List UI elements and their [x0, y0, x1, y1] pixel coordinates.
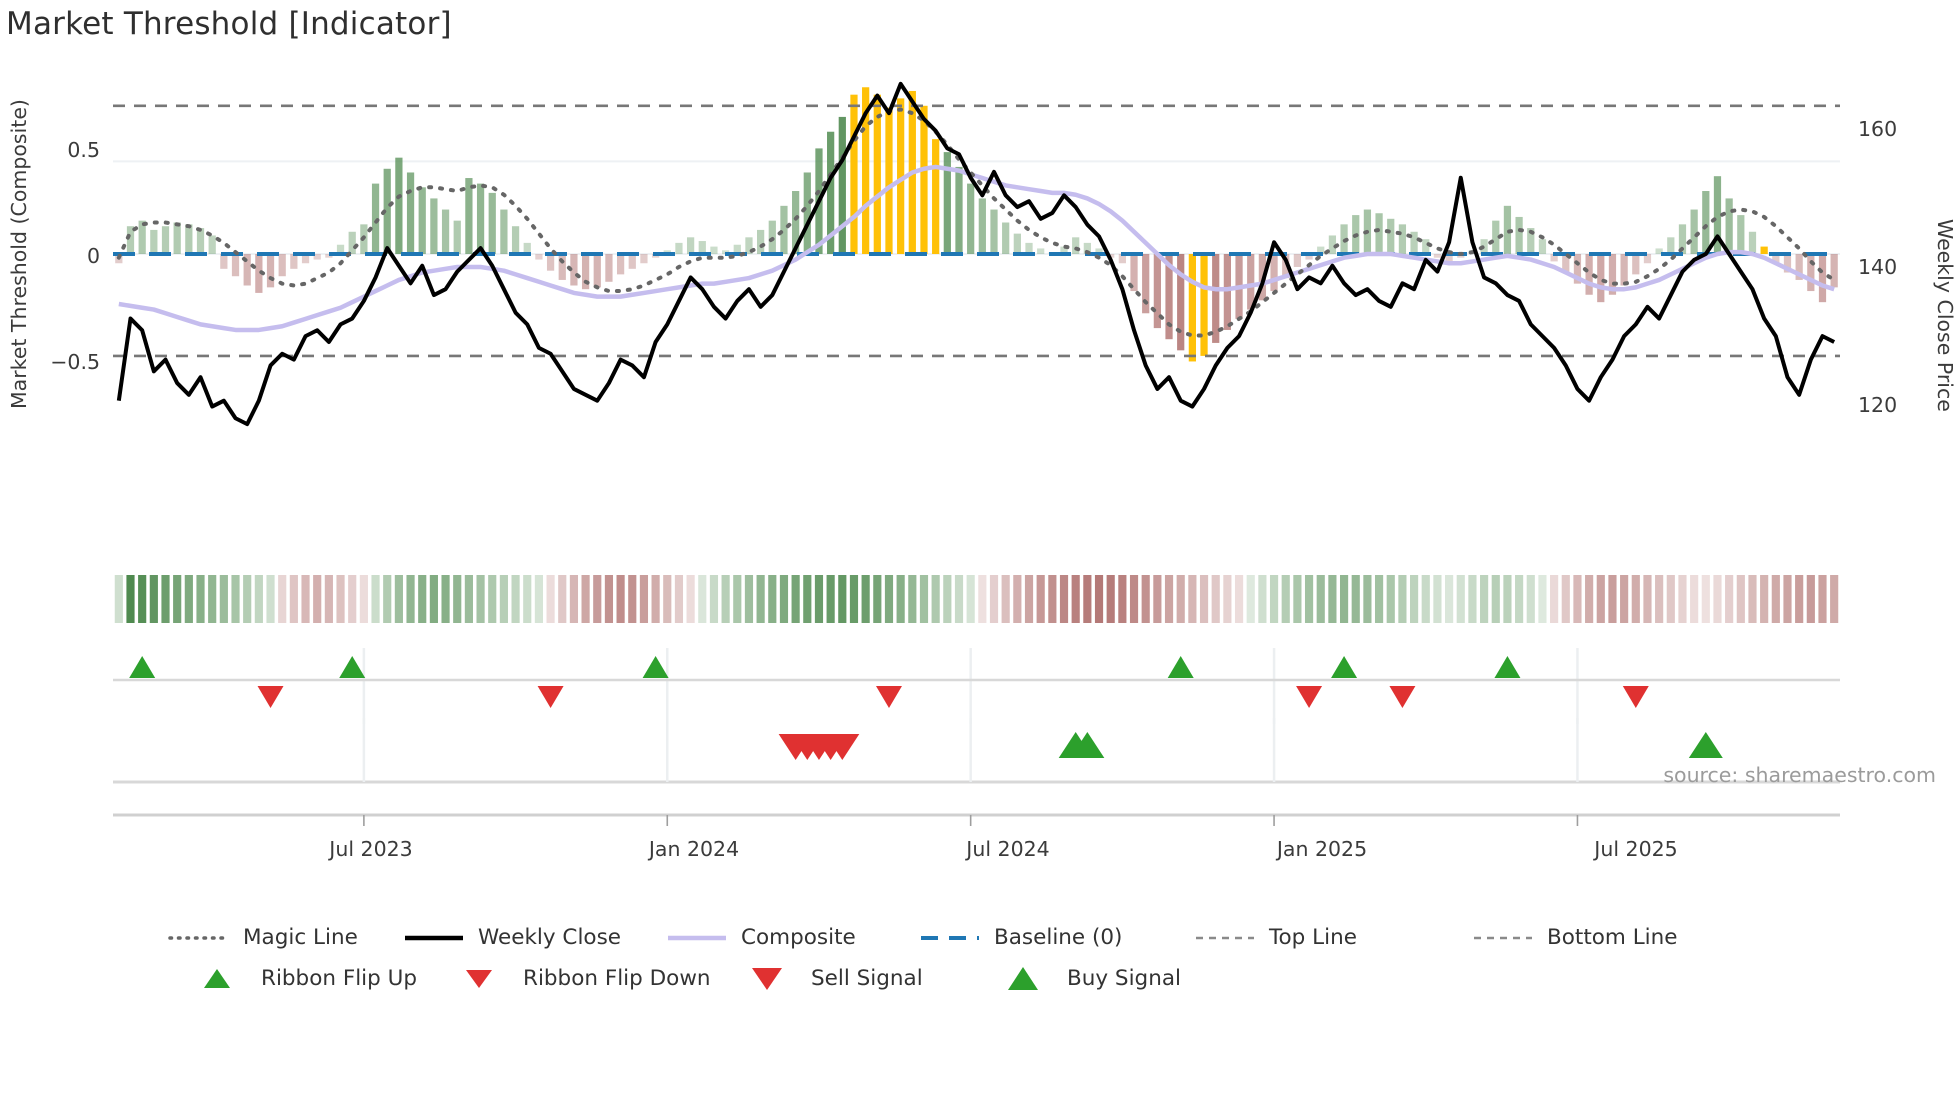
- x-axis-tick-jan-2024: Jan 2024: [648, 837, 740, 861]
- dashed-blue-line-icon: [919, 933, 981, 943]
- legend-label-bottom-line: Bottom Line: [1547, 925, 1678, 950]
- legend-item-ribbon-flip-up[interactable]: Ribbon Flip Up: [186, 966, 448, 991]
- signal-marker-panel: [113, 718, 1840, 778]
- y-axis-left-tick-2: −0.5: [50, 350, 100, 374]
- legend-label-buy-signal: Buy Signal: [1067, 965, 1181, 991]
- y-axis-right-tick-1: 140: [1858, 255, 1898, 279]
- legend-label-baseline: Baseline (0): [994, 925, 1123, 950]
- x-axis-tick-jan-2025: Jan 2025: [1276, 837, 1368, 861]
- legend-item-baseline[interactable]: Baseline (0): [919, 925, 1194, 950]
- y-axis-right-tick-0: 160: [1858, 117, 1898, 141]
- legend-item-sell-signal[interactable]: Sell Signal: [736, 964, 992, 992]
- legend-item-ribbon-flip-down[interactable]: Ribbon Flip Down: [448, 966, 736, 991]
- dashed-gray-line-icon-bottom: [1472, 933, 1534, 943]
- source-attribution: source: sharemaestro.com: [1663, 763, 1936, 787]
- legend-row-markers: Ribbon Flip Up Ribbon Flip Down Sell Sig…: [0, 964, 1960, 992]
- red-down-triangle-icon-sell: [736, 964, 798, 992]
- y-axis-left-tick-1: 0: [86, 244, 100, 268]
- legend-item-bottom-line[interactable]: Bottom Line: [1472, 925, 1678, 950]
- legend-row-lines: Magic Line Weekly Close Composite Baseli…: [0, 925, 1960, 950]
- y-axis-left-label: Market Threshold (Composite): [7, 99, 31, 409]
- chart-legend: Magic Line Weekly Close Composite Baseli…: [0, 925, 1960, 992]
- dashed-gray-line-icon-top: [1194, 933, 1256, 943]
- red-down-triangle-icon: [448, 966, 510, 990]
- x-axis-tick-jul-2024: Jul 2024: [966, 837, 1050, 861]
- x-axis-tick-jul-2023: Jul 2023: [329, 837, 413, 861]
- green-up-triangle-icon-buy: [992, 964, 1054, 992]
- legend-label-magic-line: Magic Line: [243, 925, 358, 950]
- legend-item-buy-signal[interactable]: Buy Signal: [992, 964, 1181, 992]
- solid-black-line-icon: [403, 933, 465, 943]
- legend-item-magic-line[interactable]: Magic Line: [168, 925, 403, 950]
- ribbon-flip-marker-panel: [113, 648, 1840, 724]
- x-axis-tick-jul-2025: Jul 2025: [1594, 837, 1678, 861]
- solid-lavender-line-icon: [666, 933, 728, 943]
- legend-item-weekly-close[interactable]: Weekly Close: [403, 925, 666, 950]
- legend-label-composite: Composite: [741, 925, 856, 950]
- dotted-gray-line-icon: [168, 933, 230, 943]
- legend-label-weekly-close: Weekly Close: [478, 925, 622, 950]
- legend-item-top-line[interactable]: Top Line: [1194, 925, 1472, 950]
- green-up-triangle-icon: [186, 966, 248, 990]
- ribbon-strip-panel: [113, 575, 1840, 623]
- y-axis-right-tick-2: 120: [1858, 393, 1898, 417]
- y-axis-left-tick-0: 0.5: [67, 138, 100, 162]
- page-title: Market Threshold [Indicator]: [6, 6, 452, 42]
- y-axis-right-label: Weekly Close Price: [1933, 218, 1957, 412]
- main-chart-panel: [113, 78, 1840, 430]
- legend-item-composite[interactable]: Composite: [666, 925, 919, 950]
- x-axis-panel: [113, 778, 1840, 826]
- legend-label-ribbon-flip-up: Ribbon Flip Up: [261, 965, 418, 991]
- legend-label-top-line: Top Line: [1269, 925, 1357, 950]
- legend-label-sell-signal: Sell Signal: [811, 965, 923, 991]
- legend-label-ribbon-flip-down: Ribbon Flip Down: [523, 965, 711, 991]
